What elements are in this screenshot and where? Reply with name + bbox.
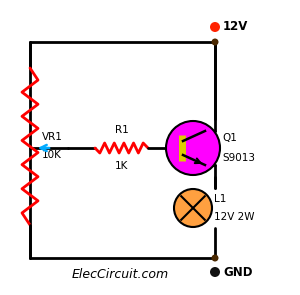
Circle shape [210, 267, 220, 277]
Text: 10K: 10K [42, 150, 62, 160]
Text: 12V: 12V [223, 20, 248, 34]
Text: L1: L1 [214, 194, 226, 204]
Circle shape [212, 39, 218, 45]
Text: Q1: Q1 [222, 133, 237, 143]
Text: ElecCircuit.com: ElecCircuit.com [71, 268, 169, 281]
Text: S9013: S9013 [222, 153, 255, 163]
Text: VR1: VR1 [42, 132, 63, 142]
Text: GND: GND [223, 266, 253, 278]
Circle shape [210, 22, 220, 32]
Circle shape [212, 255, 218, 261]
Circle shape [174, 189, 212, 227]
Text: R1: R1 [115, 125, 128, 135]
Text: 12V 2W: 12V 2W [214, 212, 254, 222]
Circle shape [166, 121, 220, 175]
Text: 1K: 1K [115, 161, 128, 171]
